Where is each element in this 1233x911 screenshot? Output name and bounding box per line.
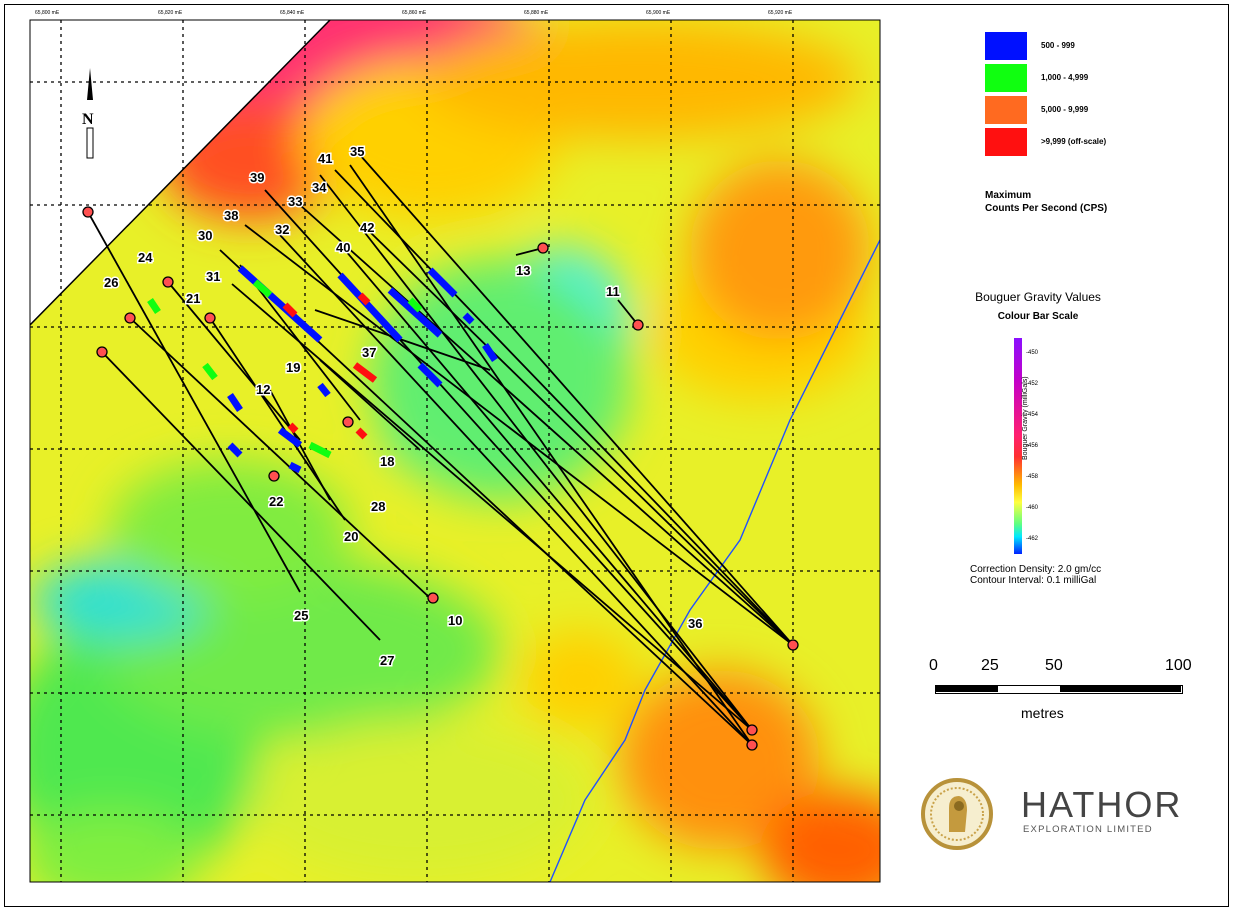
cps-legend-title: Maximum Counts Per Second (CPS)	[985, 189, 1107, 215]
hole-label: 21	[186, 291, 200, 306]
grid-label: 65,820 mE	[158, 10, 183, 16]
hole-label: 40	[336, 240, 350, 255]
company-name: HATHOR	[1021, 784, 1183, 825]
gravity-tick: -454	[1026, 412, 1039, 418]
hole-label: 30	[198, 228, 212, 243]
gravity-tick: -460	[1026, 505, 1039, 511]
grid-label: 65,840 mE	[280, 10, 305, 16]
north-label: N	[82, 111, 94, 128]
hole-label: 22	[269, 494, 283, 509]
hole-label: 19	[286, 360, 300, 375]
hole-label: 20	[344, 529, 358, 544]
gravity-raster: 41 35 39 34 33 38 30 42 32 40 24 26 21 3…	[30, 20, 880, 882]
grid-label: 65,900 mE	[646, 10, 671, 16]
scale-unit: metres	[1021, 705, 1064, 721]
hole-label: 31	[206, 269, 220, 284]
grid-label: 65,860 mE	[402, 10, 427, 16]
correction-density: Correction Density: 2.0 gm/cc	[970, 564, 1102, 575]
hole-label: 41	[318, 151, 332, 166]
hole-label: 39	[250, 170, 264, 185]
legend-label: 500 - 999	[1041, 41, 1075, 50]
grid-label: 65,880 mE	[524, 10, 549, 16]
hole-label: 38	[224, 208, 238, 223]
legend-label: 1,000 - 4,999	[1041, 73, 1089, 82]
hole-label: 18	[380, 454, 394, 469]
hole-label: 32	[275, 222, 289, 237]
scale-label: 100	[1165, 657, 1192, 674]
legend-swatch	[985, 128, 1027, 156]
gravity-colour-bar	[1014, 338, 1022, 554]
hole-label: 11	[606, 284, 620, 299]
hole-label: 12	[256, 382, 270, 397]
gravity-tick: -462	[1026, 536, 1039, 542]
hole-label: 24	[138, 250, 153, 265]
legend-label: >9,999 (off-scale)	[1041, 137, 1107, 146]
gravity-tick: -452	[1026, 381, 1039, 387]
hole-label: 33	[288, 194, 302, 209]
hole-label: 34	[312, 180, 327, 195]
hole-label: 13	[516, 263, 530, 278]
scale-label: 50	[1045, 657, 1063, 674]
cps-title-line2: Counts Per Second (CPS)	[985, 203, 1108, 214]
hole-label: 27	[380, 653, 394, 668]
hole-label: 37	[362, 345, 376, 360]
legend-swatch	[985, 96, 1027, 124]
north-arrow: N	[82, 68, 94, 159]
legend-swatch	[985, 32, 1027, 60]
legend-swatch	[985, 64, 1027, 92]
hole-label: 42	[360, 220, 374, 235]
hole-label: 35	[350, 144, 364, 159]
grid-label: 65,920 mE	[768, 10, 793, 16]
gravity-tick: -450	[1026, 350, 1039, 356]
contour-interval: Contour Interval: 0.1 milliGal	[970, 575, 1097, 586]
hole-label: 26	[104, 275, 118, 290]
hole-label: 28	[371, 499, 385, 514]
map-frame	[4, 4, 1229, 907]
gravity-axis-label: Bouguer Gravity (milliGals)	[1022, 376, 1029, 460]
company-subtitle: EXPLORATION LIMITED	[1023, 824, 1153, 835]
hole-label: 36	[688, 616, 702, 631]
scale-bar: 0 25 50 100 metres	[927, 657, 1197, 727]
gravity-title: Bouguer Gravity Values	[975, 290, 1101, 304]
scale-label: 25	[981, 657, 999, 674]
gravity-tick: -456	[1026, 443, 1039, 449]
gravity-tick: -458	[1026, 474, 1039, 480]
hathor-emblem-icon	[921, 778, 993, 850]
gravity-subtitle: Colour Bar Scale	[997, 311, 1079, 322]
cps-title-line1: Maximum	[985, 190, 1032, 201]
legend-label: 5,000 - 9,999	[1041, 105, 1089, 114]
company-logo: HATHOR EXPLORATION LIMITED	[917, 778, 1197, 850]
grid-labels-top: 65,800 mE 65,820 mE 65,840 mE 65,860 mE …	[35, 10, 793, 16]
scale-bar-graphic	[935, 685, 1183, 694]
grid-label: 65,800 mE	[35, 10, 60, 16]
hole-label: 25	[294, 608, 308, 623]
hole-label: 10	[448, 613, 462, 628]
scale-label: 0	[929, 657, 938, 674]
gravity-notes: Correction Density: 2.0 gm/cc Contour In…	[970, 564, 1101, 586]
